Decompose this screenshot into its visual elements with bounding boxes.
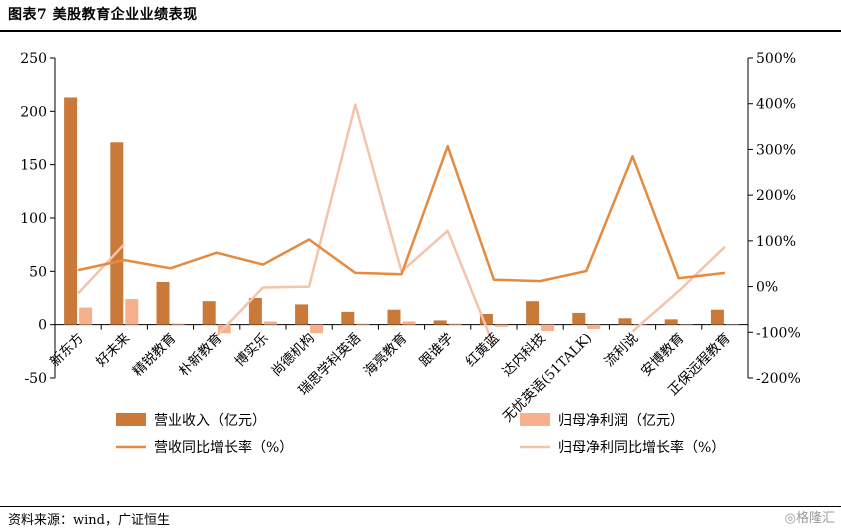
lines-group <box>77 103 726 347</box>
watermark-text: 格隆汇 <box>795 511 835 526</box>
bars-group <box>64 97 739 334</box>
left-axis-tick-label: 250 <box>20 51 47 67</box>
bar-profit <box>356 323 370 325</box>
chart-title: 图表7 美股教育企业业绩表现 <box>8 7 198 23</box>
right-axis-tick-label: -100% <box>756 325 801 341</box>
bar-profit <box>679 324 693 326</box>
legend-swatch-bar <box>520 413 550 426</box>
right-axis-tick-label: 100% <box>756 234 796 250</box>
bar-revenue <box>664 319 678 325</box>
bar-profit <box>448 323 462 325</box>
legend-label: 归母净利润（亿元） <box>558 412 684 429</box>
category-label: 海亮教育 <box>360 329 410 379</box>
right-axis-tick-label: -200% <box>756 371 801 387</box>
bar-profit <box>725 324 739 326</box>
bar-profit <box>541 324 555 332</box>
bar-profit <box>125 299 139 325</box>
left-axis-tick-label: 150 <box>20 158 47 174</box>
line-profit-growth <box>77 103 726 347</box>
category-label: 新东方 <box>47 330 87 370</box>
chart-svg: -50 0 50 100 150 200 250 -200% -100% 0% 100% 200% 30… <box>20 51 801 456</box>
bar-revenue <box>526 301 540 325</box>
category-label: 精锐教育 <box>130 330 179 379</box>
category-label: 好未来 <box>93 330 133 370</box>
bar-revenue <box>387 309 401 325</box>
source-rule <box>0 506 841 507</box>
category-label: 流利说 <box>601 330 641 370</box>
legend-label: 营业收入（亿元） <box>154 413 266 429</box>
category-label: 博实乐 <box>231 329 272 370</box>
left-axis-tick-label: 200 <box>20 104 47 120</box>
watermark-icon: ◎ <box>784 511 796 526</box>
legend-swatch-bar <box>116 413 146 426</box>
bar-revenue <box>618 318 632 325</box>
bar-profit <box>310 324 324 334</box>
bar-profit <box>263 321 277 325</box>
bar-revenue <box>202 301 216 325</box>
category-label: 朴新教育 <box>176 330 225 379</box>
bar-revenue <box>341 311 355 325</box>
bar-revenue <box>64 97 78 325</box>
axes-group: -50 0 50 100 150 200 250 -200% -100% 0% 100% 200% 30… <box>20 51 801 387</box>
source-note: 资料来源：wind，广证恒生 <box>8 513 170 528</box>
bar-profit <box>587 324 601 329</box>
bar-revenue <box>110 142 124 325</box>
bar-revenue <box>248 298 262 325</box>
right-axis-tick-label: 300% <box>756 142 796 158</box>
left-axis-tick-label: 50 <box>29 264 47 280</box>
left-axis-tick-label: 0 <box>38 318 47 334</box>
legend-group: 营业收入（亿元） 归母净利润（亿元） 营收同比增长率（%） 归母净利同比增长率（%） <box>116 412 725 456</box>
bar-revenue <box>572 312 586 325</box>
right-axis-tick-label: 200% <box>756 188 796 204</box>
bar-revenue <box>295 304 309 325</box>
legend-label: 归母净利同比增长率（%） <box>558 439 725 456</box>
line-revenue-growth <box>77 144 726 283</box>
bar-revenue <box>433 320 447 325</box>
bar-profit <box>171 323 185 325</box>
right-axis-tick-label: 0% <box>756 280 778 296</box>
bar-profit <box>494 324 508 327</box>
right-axis-tick-label: 500% <box>756 51 796 67</box>
watermark: ◎格隆汇 <box>785 507 835 526</box>
bar-revenue <box>156 282 170 325</box>
category-label: 跟谁学 <box>417 330 457 370</box>
category-label: 红黄蓝 <box>463 330 503 370</box>
bar-revenue <box>710 309 724 325</box>
bar-revenue <box>479 314 493 325</box>
bar-profit <box>79 307 93 325</box>
bar-profit <box>402 321 416 325</box>
left-axis-tick-label: -50 <box>24 371 47 387</box>
category-label: 无忧英语(51TALK) <box>499 329 595 425</box>
legend-label: 营收同比增长率（%） <box>154 439 293 456</box>
right-axis-tick-label: 400% <box>756 97 796 113</box>
left-axis-tick-label: 100 <box>20 211 47 227</box>
title-rule <box>0 30 841 32</box>
